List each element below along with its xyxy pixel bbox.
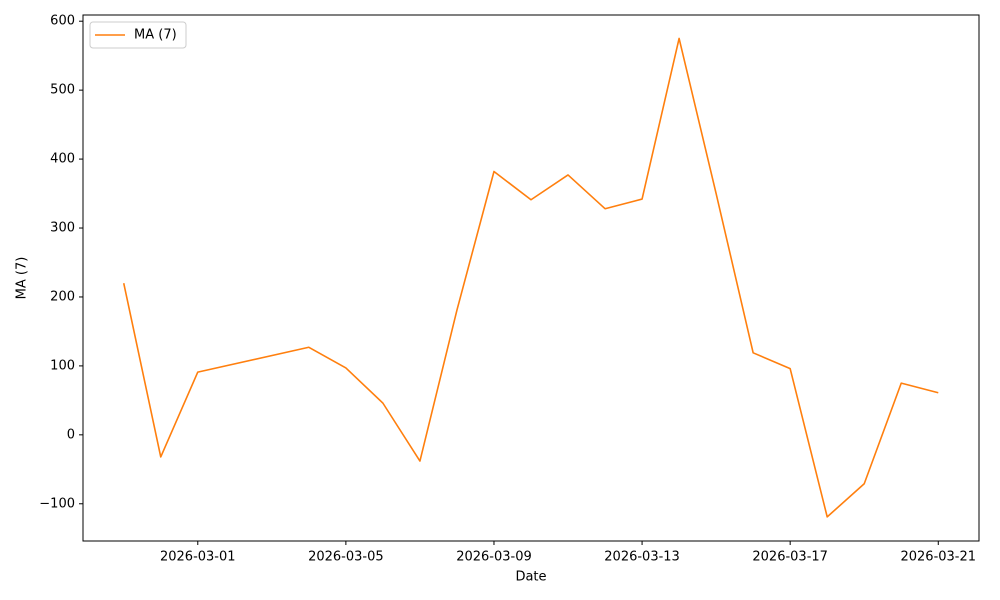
x-tick-label: 2026-03-21 xyxy=(900,550,976,565)
y-tick-label: 600 xyxy=(50,14,75,29)
y-tick-label: 400 xyxy=(50,152,75,167)
legend-box xyxy=(89,21,187,49)
x-axis-label: Date xyxy=(515,570,546,585)
y-tick-label: 0 xyxy=(67,427,75,442)
y-tick-label: 200 xyxy=(50,289,75,304)
y-axis-label: MA (7) xyxy=(15,257,30,300)
x-tick-label: 2026-03-09 xyxy=(456,550,532,565)
x-tick-label: 2026-03-01 xyxy=(160,550,236,565)
x-tick-label: 2026-03-17 xyxy=(752,550,828,565)
data-line xyxy=(122,37,939,518)
x-tick-label: 2026-03-13 xyxy=(604,550,680,565)
legend-label: MA (7) xyxy=(134,28,177,43)
plot-frame xyxy=(82,14,980,542)
x-tick-label: 2026-03-05 xyxy=(308,550,384,565)
y-tick-label: 100 xyxy=(50,358,75,373)
y-tick-label: 300 xyxy=(50,221,75,236)
y-tick-label: −100 xyxy=(39,496,75,511)
y-tick-label: 500 xyxy=(50,83,75,98)
